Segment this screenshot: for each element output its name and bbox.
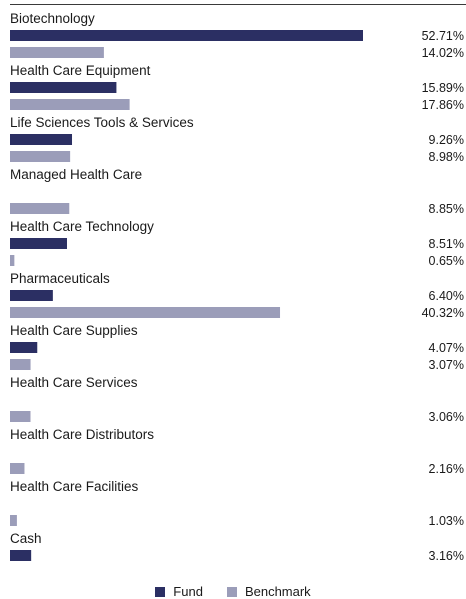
benchmark-value-label: 2.16% (429, 462, 464, 476)
category-label: Health Care Services (10, 375, 138, 390)
legend-label-benchmark: Benchmark (244, 584, 311, 599)
fund-value-label: 4.07% (429, 341, 464, 355)
benchmark-value-label: 14.02% (422, 46, 464, 60)
fund-bar (10, 550, 32, 561)
benchmark-bar (10, 255, 15, 266)
fund-bar (10, 82, 117, 93)
fund-value-label: 3.16% (429, 549, 464, 563)
category-label: Biotechnology (10, 11, 95, 26)
fund-bar (10, 134, 73, 145)
category-label: Pharmaceuticals (10, 271, 110, 286)
category-label: Life Sciences Tools & Services (10, 115, 194, 130)
fund-bar (10, 30, 363, 41)
category-label: Health Care Distributors (10, 427, 154, 442)
category-label: Health Care Equipment (10, 63, 151, 78)
benchmark-value-label: 0.65% (429, 254, 464, 268)
benchmark-bar (10, 411, 31, 422)
benchmark-bar (10, 203, 70, 214)
benchmark-bar (10, 99, 130, 110)
benchmark-value-label: 1.03% (429, 514, 464, 528)
benchmark-value-label: 8.85% (429, 202, 464, 216)
benchmark-bar (10, 151, 71, 162)
benchmark-bar (10, 515, 17, 526)
benchmark-value-label: 3.06% (429, 410, 464, 424)
benchmark-value-label: 40.32% (422, 306, 464, 320)
fund-bar (10, 342, 38, 353)
benchmark-bar (10, 359, 31, 370)
category-label: Cash (10, 531, 42, 546)
fund-value-label: 9.26% (429, 133, 464, 147)
category-label: Health Care Supplies (10, 323, 138, 338)
fund-bar (10, 290, 53, 301)
legend: Fund Benchmark (0, 584, 466, 599)
benchmark-value-label: 3.07% (429, 358, 464, 372)
category-label: Health Care Technology (10, 219, 154, 234)
category-label: Health Care Facilities (10, 479, 139, 494)
legend-label-fund: Fund (173, 584, 203, 599)
benchmark-value-label: 17.86% (422, 98, 464, 112)
fund-value-label: 52.71% (422, 29, 464, 43)
legend-item-benchmark: Benchmark (226, 584, 311, 599)
legend-swatch-fund (155, 586, 166, 597)
benchmark-bar (10, 47, 104, 58)
top-rule (10, 4, 466, 5)
benchmark-bar (10, 307, 281, 318)
legend-item-fund: Fund (155, 584, 203, 599)
fund-value-label: 8.51% (429, 237, 464, 251)
category-label: Managed Health Care (10, 167, 142, 182)
benchmark-value-label: 8.98% (429, 150, 464, 164)
fund-value-label: 6.40% (429, 289, 464, 303)
benchmark-bar (10, 463, 25, 474)
fund-bar (10, 238, 67, 249)
legend-swatch-benchmark (226, 586, 237, 597)
fund-value-label: 15.89% (422, 81, 464, 95)
